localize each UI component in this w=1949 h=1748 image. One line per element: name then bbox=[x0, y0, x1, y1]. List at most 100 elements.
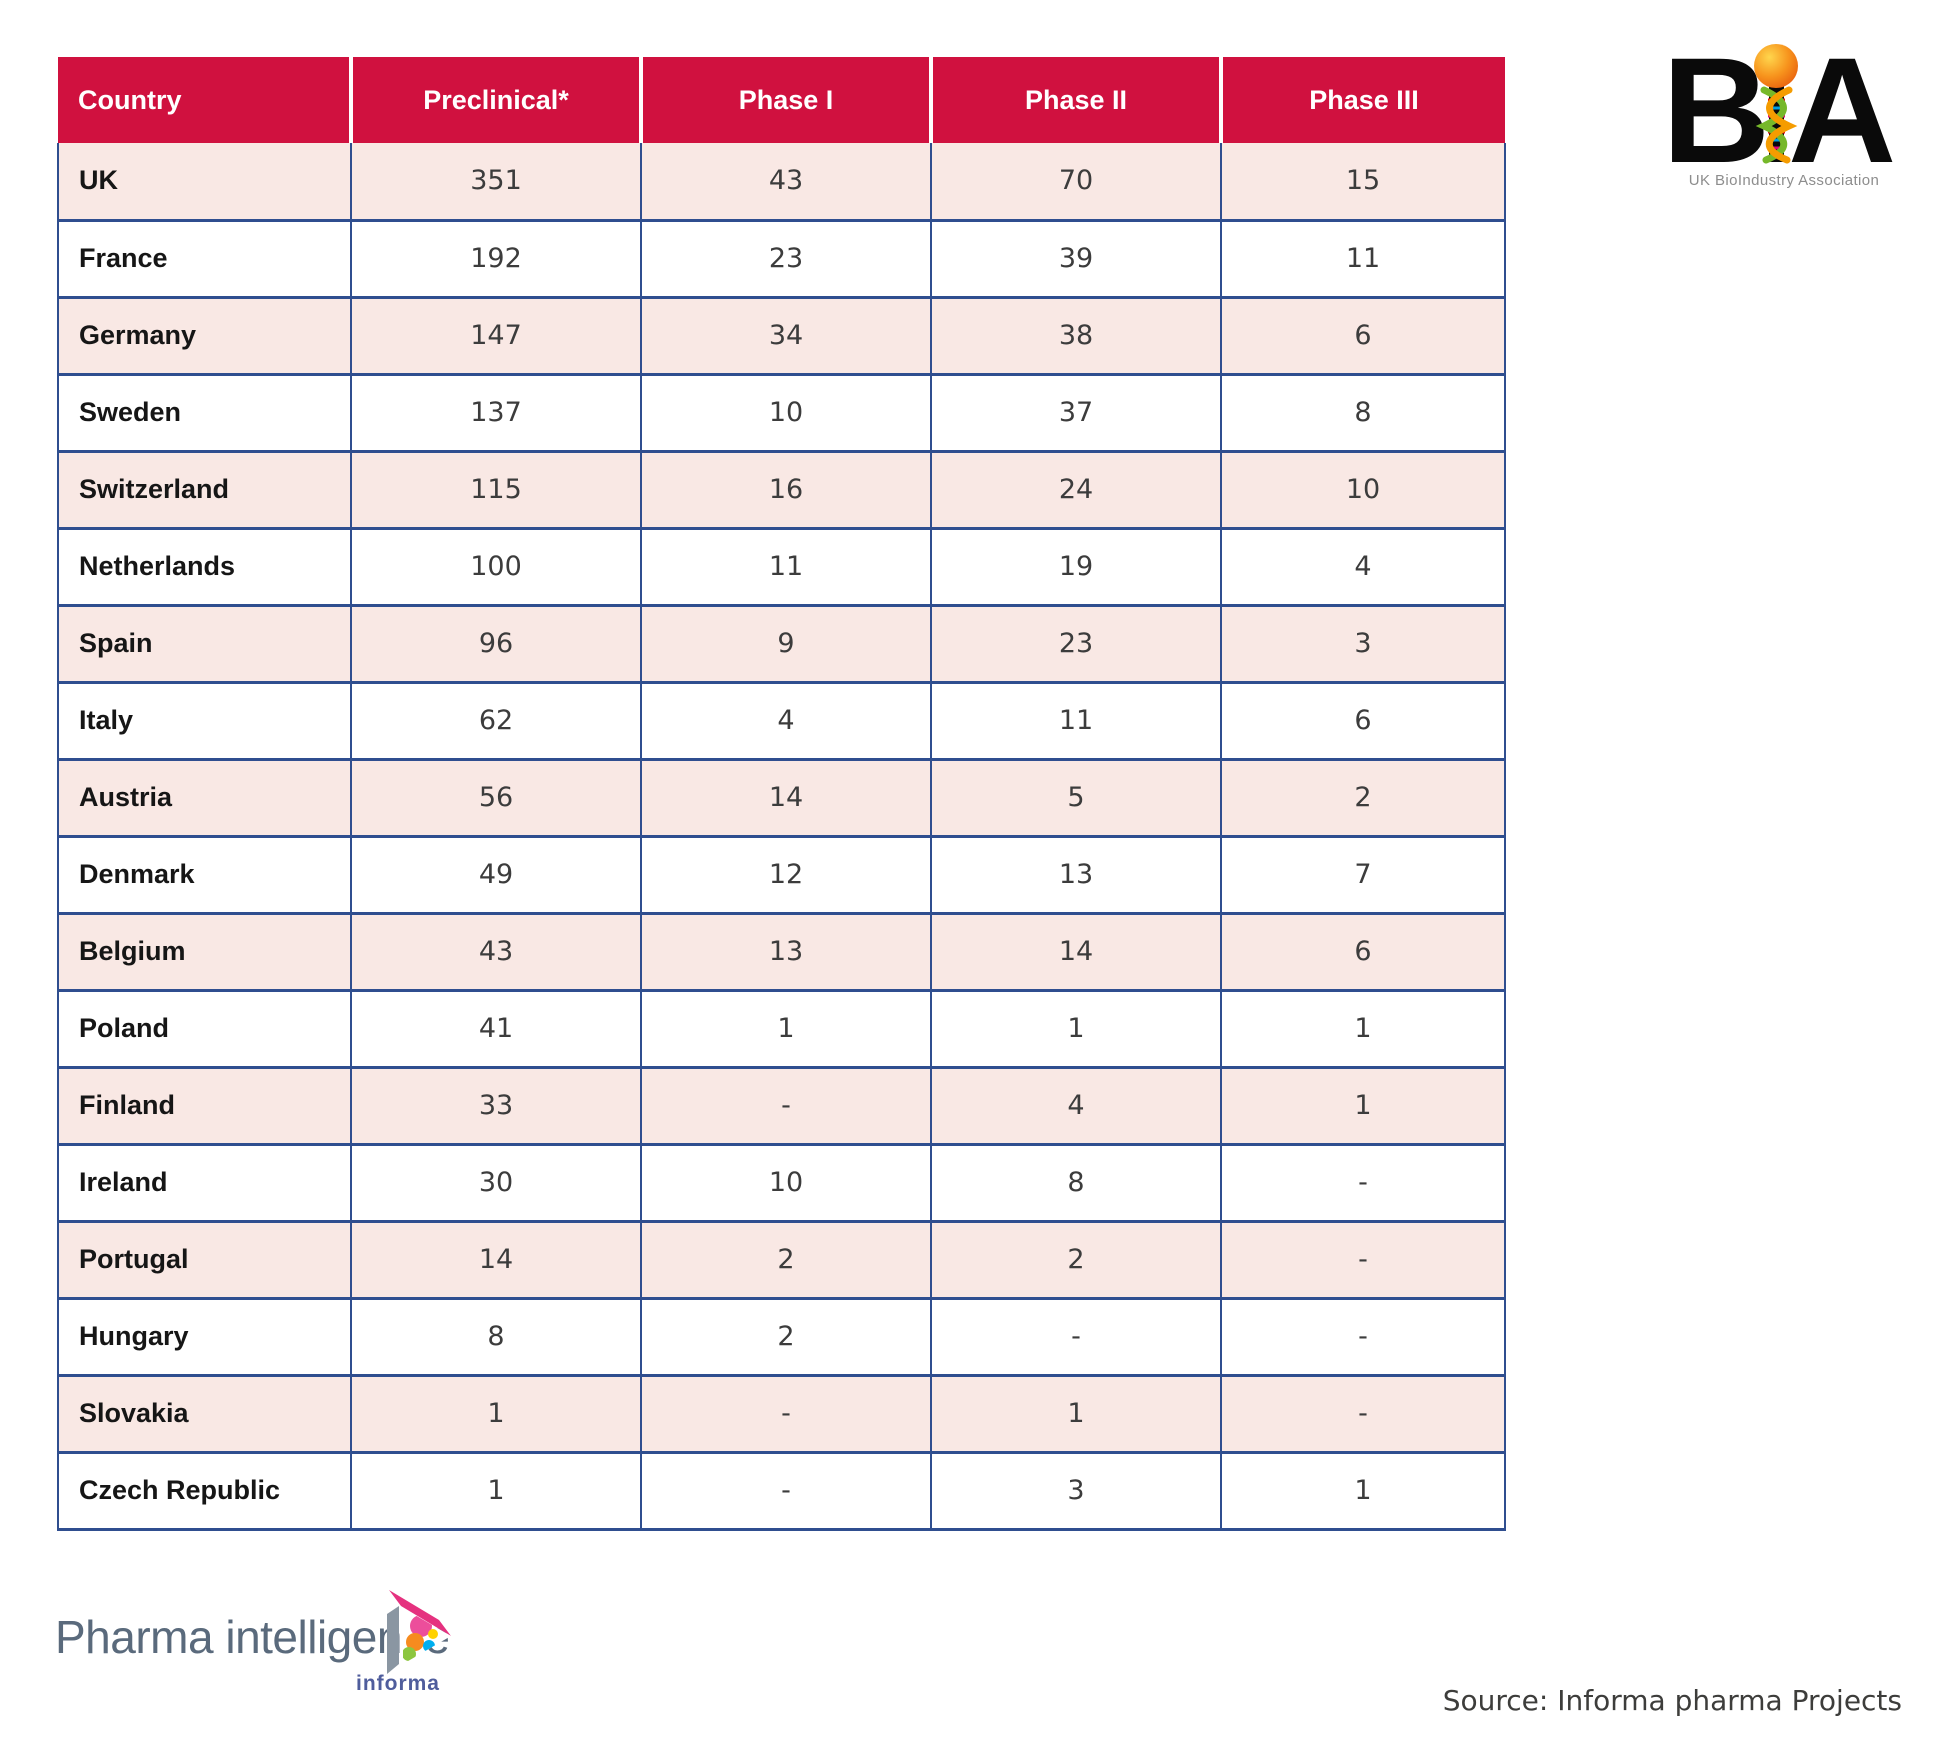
source-note: Source: Informa pharma Projects bbox=[1442, 1684, 1902, 1717]
value-cell: 23 bbox=[930, 603, 1222, 684]
bia-logo-icon: B A bbox=[1668, 40, 1896, 168]
value-cell: 3 bbox=[1220, 603, 1506, 684]
dna-helix-icon bbox=[1754, 44, 1798, 164]
value-cell: 1 bbox=[640, 988, 932, 1069]
table-row: Germany 147 34 38 6 bbox=[57, 295, 1506, 376]
orange-ball-icon bbox=[1754, 44, 1798, 88]
value-cell: 1 bbox=[1220, 1065, 1506, 1146]
value-cell: 11 bbox=[930, 680, 1222, 761]
table-row: Slovakia 1-1- bbox=[57, 1373, 1506, 1454]
value-cell: 96 bbox=[350, 603, 642, 684]
table-row: Belgium 43 13 14 6 bbox=[57, 911, 1506, 992]
header-row: Country Preclinical* Phase I Phase II Ph… bbox=[58, 57, 1505, 143]
table-row: Finland 33-4 1 bbox=[57, 1065, 1506, 1146]
country-cell: Germany bbox=[57, 295, 352, 376]
country-cell: UK bbox=[57, 143, 352, 222]
country-cell: Italy bbox=[57, 680, 352, 761]
value-cell: - bbox=[1220, 1373, 1506, 1454]
value-cell: 4 bbox=[640, 680, 932, 761]
value-cell: 12 bbox=[640, 834, 932, 915]
table-row: Ireland 30 10 8- bbox=[57, 1142, 1506, 1223]
column-header-country: Country bbox=[58, 57, 353, 143]
column-header-preclinical: Preclinical* bbox=[351, 57, 643, 143]
value-cell: 6 bbox=[1220, 295, 1506, 376]
value-cell: 10 bbox=[640, 1142, 932, 1223]
value-cell: 37 bbox=[930, 372, 1222, 453]
table-row: Austria 56 14 5 2 bbox=[57, 757, 1506, 838]
value-cell: 7 bbox=[1220, 834, 1506, 915]
table-row: UK 351 43 70 15 bbox=[57, 143, 1506, 222]
value-cell: 1 bbox=[930, 988, 1222, 1069]
value-cell: 351 bbox=[350, 143, 642, 222]
value-cell: 30 bbox=[350, 1142, 642, 1223]
value-cell: 137 bbox=[350, 372, 642, 453]
value-cell: 62 bbox=[350, 680, 642, 761]
value-cell: 13 bbox=[930, 834, 1222, 915]
table-row: Czech Republic 1-3 1 bbox=[57, 1450, 1506, 1531]
value-cell: 43 bbox=[640, 143, 932, 222]
value-cell: 8 bbox=[1220, 372, 1506, 453]
value-cell: 10 bbox=[1220, 449, 1506, 530]
value-cell: 19 bbox=[930, 526, 1222, 607]
table-header: Country Preclinical* Phase I Phase II Ph… bbox=[58, 57, 1505, 143]
value-cell: 2 bbox=[640, 1296, 932, 1377]
country-cell: Denmark bbox=[57, 834, 352, 915]
value-cell: 100 bbox=[350, 526, 642, 607]
value-cell: 24 bbox=[930, 449, 1222, 530]
country-cell: France bbox=[57, 218, 352, 299]
value-cell: - bbox=[1220, 1219, 1506, 1300]
column-header-phase2: Phase II bbox=[931, 57, 1223, 143]
value-cell: 43 bbox=[350, 911, 642, 992]
value-cell: 70 bbox=[930, 143, 1222, 222]
country-cell: Portugal bbox=[57, 1219, 352, 1300]
table-row: Portugal 14 2 2- bbox=[57, 1219, 1506, 1300]
value-cell: 34 bbox=[640, 295, 932, 376]
value-cell: 11 bbox=[1220, 218, 1506, 299]
bia-tagline: UK BioIndustry Association bbox=[1688, 172, 1880, 189]
value-cell: 115 bbox=[350, 449, 642, 530]
value-cell: 16 bbox=[640, 449, 932, 530]
value-cell: 147 bbox=[350, 295, 642, 376]
value-cell: 11 bbox=[640, 526, 932, 607]
value-cell: 3 bbox=[930, 1450, 1222, 1531]
value-cell: 56 bbox=[350, 757, 642, 838]
table-row: Hungary 8 2- - bbox=[57, 1296, 1506, 1377]
value-cell: 8 bbox=[350, 1296, 642, 1377]
value-cell: 13 bbox=[640, 911, 932, 992]
value-cell: 192 bbox=[350, 218, 642, 299]
table-row: Spain 96 9 23 3 bbox=[57, 603, 1506, 684]
country-cell: Ireland bbox=[57, 1142, 352, 1223]
bia-letter-b: B bbox=[1668, 40, 1770, 168]
table-row: Netherlands 100 11 19 4 bbox=[57, 526, 1506, 607]
value-cell: 2 bbox=[930, 1219, 1222, 1300]
value-cell: 5 bbox=[930, 757, 1222, 838]
value-cell: - bbox=[1220, 1142, 1506, 1223]
value-cell: 1 bbox=[1220, 1450, 1506, 1531]
value-cell: 1 bbox=[350, 1450, 642, 1531]
table-row: France 192 23 39 11 bbox=[57, 218, 1506, 299]
bia-letter-a: A bbox=[1788, 40, 1896, 168]
value-cell: 10 bbox=[640, 372, 932, 453]
country-cell: Finland bbox=[57, 1065, 352, 1146]
table-row: Poland 41 1 1 1 bbox=[57, 988, 1506, 1069]
country-cell: Sweden bbox=[57, 372, 352, 453]
country-cell: Czech Republic bbox=[57, 1450, 352, 1531]
table-row: Italy 62 4 11 6 bbox=[57, 680, 1506, 761]
country-cell: Spain bbox=[57, 603, 352, 684]
value-cell: 9 bbox=[640, 603, 932, 684]
value-cell: - bbox=[640, 1065, 932, 1146]
pharma-intelligence-logo: Pharma intelligence informa bbox=[55, 1588, 455, 1718]
value-cell: - bbox=[1220, 1296, 1506, 1377]
value-cell: 6 bbox=[1220, 680, 1506, 761]
value-cell: 14 bbox=[640, 757, 932, 838]
country-cell: Netherlands bbox=[57, 526, 352, 607]
value-cell: 8 bbox=[930, 1142, 1222, 1223]
value-cell: 14 bbox=[930, 911, 1222, 992]
value-cell: - bbox=[640, 1450, 932, 1531]
value-cell: - bbox=[640, 1373, 932, 1454]
column-header-phase1: Phase I bbox=[641, 57, 933, 143]
pharma-wordmark: Pharma intelligence bbox=[55, 1611, 450, 1663]
informa-wordmark: informa bbox=[355, 1672, 440, 1695]
country-cell: Slovakia bbox=[57, 1373, 352, 1454]
